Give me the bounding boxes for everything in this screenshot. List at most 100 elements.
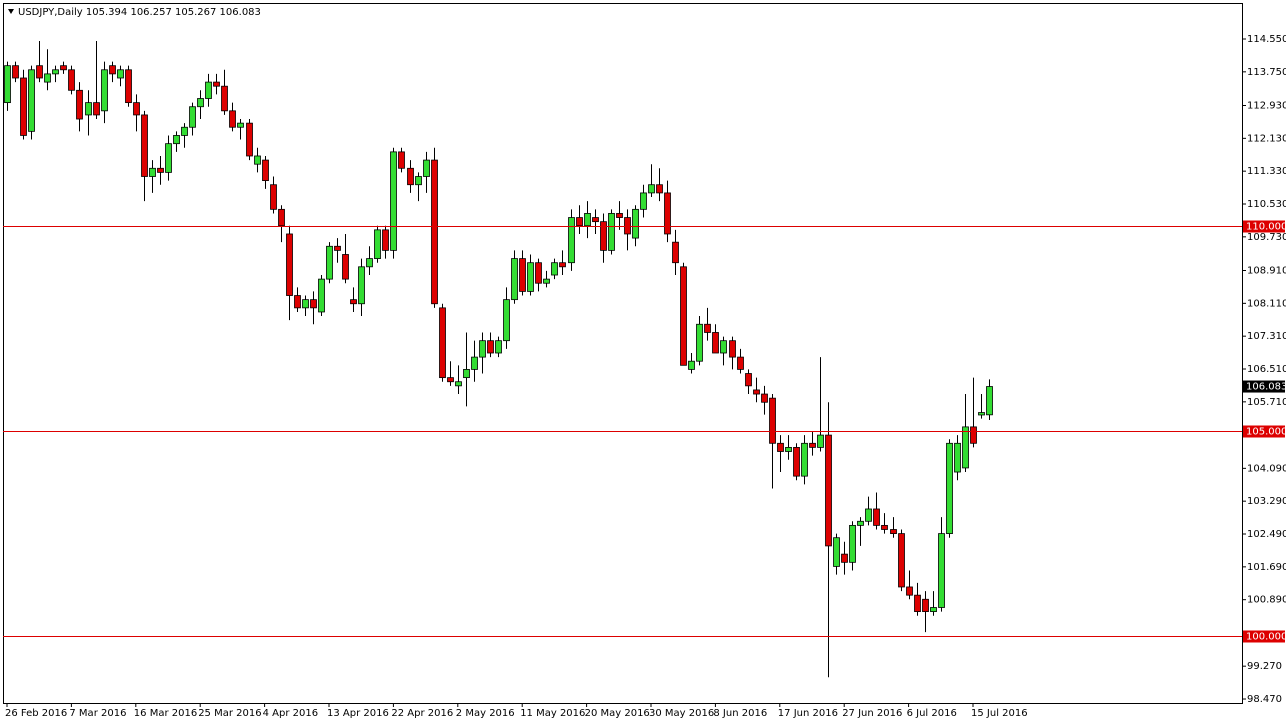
- candle-body: [342, 254, 349, 280]
- candle-body: [841, 553, 848, 563]
- candle-body: [12, 65, 19, 79]
- candle-body: [85, 102, 92, 116]
- candle-body: [262, 159, 269, 182]
- candle-body: [52, 69, 59, 75]
- candle-body: [205, 81, 212, 99]
- candle-body: [849, 524, 856, 563]
- candle-body: [962, 426, 969, 469]
- chart-title: USDJPY,Daily: [18, 7, 83, 18]
- candle-body: [938, 533, 945, 608]
- candle-body: [278, 208, 285, 227]
- candle-body: [978, 412, 985, 416]
- candle-body: [624, 217, 631, 235]
- level-label-box: [1243, 630, 1285, 643]
- candle-body: [793, 447, 800, 477]
- price-label: 106.083: [1246, 382, 1286, 393]
- y-tick-label: 108.910: [1247, 265, 1286, 276]
- candle-body: [688, 360, 695, 370]
- candle-body: [696, 323, 703, 362]
- y-tick-label: 105.710: [1247, 397, 1286, 408]
- menu-arrow[interactable]: [8, 9, 14, 14]
- x-tick-label: 2 May 2016: [456, 708, 515, 719]
- candle-body: [157, 167, 164, 173]
- y-tick-label: 100.890: [1247, 595, 1286, 606]
- level-label-box: [1243, 220, 1285, 233]
- candle-body: [777, 442, 784, 452]
- candle-body: [326, 245, 333, 280]
- candle-body: [946, 442, 953, 535]
- y-tick-label: 104.090: [1247, 463, 1286, 474]
- candle-body: [447, 377, 454, 383]
- y-tick-label: 103.290: [1247, 496, 1286, 507]
- x-tick-label: 8 Jun 2016: [713, 708, 767, 719]
- candle-body: [334, 245, 341, 251]
- candle-body: [833, 537, 840, 567]
- candle-body: [431, 159, 438, 305]
- candle-body: [632, 208, 639, 239]
- candle-body: [382, 229, 389, 251]
- y-tick-label: 114.550: [1247, 34, 1286, 45]
- candle-body: [857, 520, 864, 526]
- x-tick-label: 30 May 2016: [649, 708, 714, 719]
- candle-body: [125, 69, 132, 104]
- candle-body: [970, 426, 977, 444]
- y-tick-label: 110.530: [1247, 199, 1286, 210]
- y-tick-label: 113.750: [1247, 67, 1286, 78]
- y-tick-label: 107.310: [1247, 331, 1286, 342]
- candle-body: [189, 106, 196, 128]
- x-tick-label: 22 Apr 2016: [391, 708, 453, 719]
- y-tick-label: 99.270: [1247, 661, 1282, 672]
- candle-body: [487, 340, 494, 354]
- x-tick-label: 15 Jul 2016: [971, 708, 1028, 719]
- candle-body: [358, 266, 365, 305]
- candle-body: [680, 266, 687, 366]
- candle-body: [761, 393, 768, 403]
- x-tick-label: 16 Mar 2016: [134, 708, 197, 719]
- candle-body: [511, 258, 518, 301]
- candle-body: [117, 69, 124, 79]
- y-tick-label: 112.930: [1247, 100, 1286, 111]
- candle-body: [455, 381, 462, 387]
- candle-body: [463, 369, 470, 379]
- x-tick-label: 20 May 2016: [585, 708, 650, 719]
- candle-body: [141, 114, 148, 177]
- low-value: 105.267: [175, 7, 216, 18]
- candle-body: [640, 192, 647, 210]
- candle-body: [737, 356, 744, 370]
- candle-body: [704, 323, 711, 333]
- candle-body: [753, 389, 760, 395]
- open-value: 105.394: [86, 7, 127, 18]
- candle-body: [423, 159, 430, 177]
- candle-body: [270, 184, 277, 210]
- candle-body: [817, 434, 824, 448]
- plot-frame: [3, 3, 1243, 704]
- chart-header: USDJPY,Daily 105.394 106.257 105.267 106…: [18, 7, 261, 18]
- candle-body: [68, 69, 75, 91]
- candle-body: [519, 258, 526, 292]
- candle-body: [415, 176, 422, 186]
- candle-body: [592, 217, 599, 223]
- x-tick-label: 11 May 2016: [520, 708, 585, 719]
- candle-body: [543, 278, 550, 284]
- candle-body: [213, 81, 220, 87]
- candle-body: [898, 533, 905, 588]
- candle-body: [181, 126, 188, 136]
- candle-body: [390, 151, 397, 251]
- candle-body: [246, 122, 253, 157]
- y-tick-label: 101.690: [1247, 562, 1286, 573]
- candle-body: [503, 299, 510, 342]
- candle-body: [729, 340, 736, 358]
- x-tick-label: 17 Jun 2016: [778, 708, 838, 719]
- price-label-box: [1243, 380, 1285, 393]
- candle-body: [471, 356, 478, 370]
- candle-body: [310, 299, 317, 309]
- candle-body: [495, 340, 502, 354]
- candle-body: [133, 102, 140, 116]
- x-tick-label: 4 Apr 2016: [263, 708, 318, 719]
- candle-body: [109, 65, 116, 75]
- y-tick-label: 102.490: [1247, 529, 1286, 540]
- candle-body: [576, 217, 583, 227]
- x-tick-label: 6 Jul 2016: [907, 708, 957, 719]
- candle-body: [479, 340, 486, 358]
- candle-body: [197, 98, 204, 108]
